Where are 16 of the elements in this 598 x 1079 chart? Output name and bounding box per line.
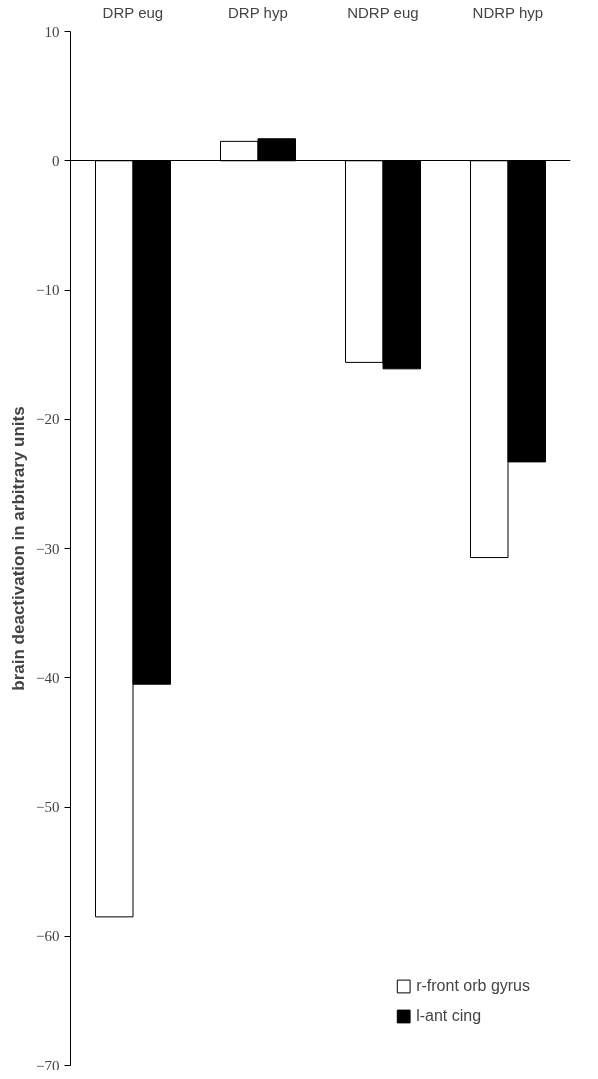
y-tick-label: −70 bbox=[36, 1057, 60, 1074]
y-tick-label: 10 bbox=[44, 23, 60, 40]
y-tick-label: −40 bbox=[36, 669, 60, 686]
legend-label: l-ant cing bbox=[416, 1007, 482, 1025]
y-tick-label: −10 bbox=[36, 282, 60, 298]
y-tick-label: −60 bbox=[36, 928, 60, 945]
y-tick-label: −20 bbox=[36, 411, 60, 428]
y-tick-label: −50 bbox=[36, 799, 60, 815]
x-tick-label: NDRP hyp bbox=[472, 3, 544, 21]
x-tick-label: DRP eug bbox=[102, 3, 164, 21]
x-tick-label: DRP hyp bbox=[227, 3, 288, 21]
legend-label: r-front orb gyrus bbox=[416, 977, 530, 995]
x-tick-label: NDRP eug bbox=[347, 3, 419, 21]
y-tick-label: 0 bbox=[52, 152, 60, 169]
y-tick-label: −30 bbox=[36, 540, 60, 557]
y-axis-title: brain deactivation in arbitrary units bbox=[9, 406, 29, 691]
